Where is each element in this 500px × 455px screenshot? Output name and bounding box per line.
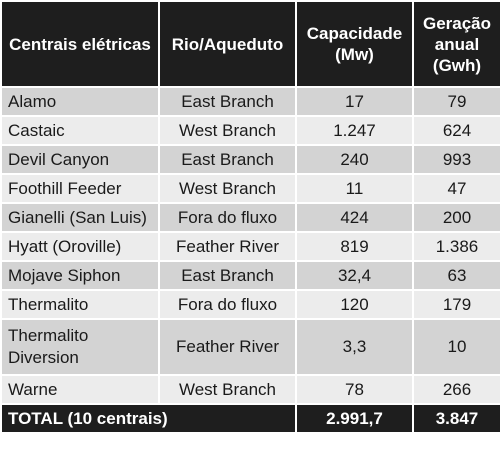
river-cell: Feather River: [158, 318, 297, 376]
river-cell: West Branch: [158, 115, 297, 146]
power-plants-table: Centrais elétricas Rio/Aqueduto Capacida…: [0, 0, 500, 434]
table-row: Devil Canyon East Branch 240 993: [0, 144, 500, 175]
plant-cell: Thermalito Diversion: [0, 318, 160, 376]
table-row: Castaic West Branch 1.247 624: [0, 115, 500, 146]
capacity-cell: 11: [295, 173, 414, 204]
total-label: TOTAL (10 centrais): [0, 403, 297, 434]
plant-cell: Alamo: [0, 86, 160, 117]
river-cell: Fora do fluxo: [158, 202, 297, 233]
capacity-cell: 819: [295, 231, 414, 262]
header-generation: Geração anual (Gwh): [412, 0, 500, 88]
generation-cell: 200: [412, 202, 500, 233]
river-cell: East Branch: [158, 144, 297, 175]
capacity-cell: 3,3: [295, 318, 414, 376]
total-capacity: 2.991,7: [295, 403, 414, 434]
capacity-cell: 240: [295, 144, 414, 175]
capacity-cell: 1.247: [295, 115, 414, 146]
river-cell: Feather River: [158, 231, 297, 262]
generation-cell: 63: [412, 260, 500, 291]
plant-cell: Devil Canyon: [0, 144, 160, 175]
plant-cell: Castaic: [0, 115, 160, 146]
table-row: Hyatt (Oroville) Feather River 819 1.386: [0, 231, 500, 262]
generation-cell: 993: [412, 144, 500, 175]
generation-cell: 47: [412, 173, 500, 204]
capacity-cell: 78: [295, 374, 414, 405]
generation-cell: 179: [412, 289, 500, 320]
table-row: Mojave Siphon East Branch 32,4 63: [0, 260, 500, 291]
table-row: Thermalito Diversion Feather River 3,3 1…: [0, 318, 500, 376]
river-cell: Fora do fluxo: [158, 289, 297, 320]
plant-cell: Mojave Siphon: [0, 260, 160, 291]
generation-cell: 266: [412, 374, 500, 405]
total-row: TOTAL (10 centrais) 2.991,7 3.847: [0, 403, 500, 434]
table-row: Gianelli (San Luis) Fora do fluxo 424 20…: [0, 202, 500, 233]
plant-cell: Foothill Feeder: [0, 173, 160, 204]
generation-cell: 1.386: [412, 231, 500, 262]
plant-cell: Hyatt (Oroville): [0, 231, 160, 262]
river-cell: West Branch: [158, 374, 297, 405]
generation-cell: 10: [412, 318, 500, 376]
total-generation: 3.847: [412, 403, 500, 434]
table-row: Thermalito Fora do fluxo 120 179: [0, 289, 500, 320]
plant-cell: Thermalito: [0, 289, 160, 320]
capacity-cell: 424: [295, 202, 414, 233]
plant-cell: Gianelli (San Luis): [0, 202, 160, 233]
generation-cell: 79: [412, 86, 500, 117]
capacity-cell: 17: [295, 86, 414, 117]
table-row: Foothill Feeder West Branch 11 47: [0, 173, 500, 204]
header-river: Rio/Aqueduto: [158, 0, 297, 88]
plant-cell: Warne: [0, 374, 160, 405]
table-row: Warne West Branch 78 266: [0, 374, 500, 405]
river-cell: West Branch: [158, 173, 297, 204]
capacity-cell: 32,4: [295, 260, 414, 291]
river-cell: East Branch: [158, 260, 297, 291]
header-capacity: Capacidade (Mw): [295, 0, 414, 88]
header-row: Centrais elétricas Rio/Aqueduto Capacida…: [0, 0, 500, 88]
river-cell: East Branch: [158, 86, 297, 117]
header-plant: Centrais elétricas: [0, 0, 160, 88]
generation-cell: 624: [412, 115, 500, 146]
capacity-cell: 120: [295, 289, 414, 320]
table-row: Alamo East Branch 17 79: [0, 86, 500, 117]
